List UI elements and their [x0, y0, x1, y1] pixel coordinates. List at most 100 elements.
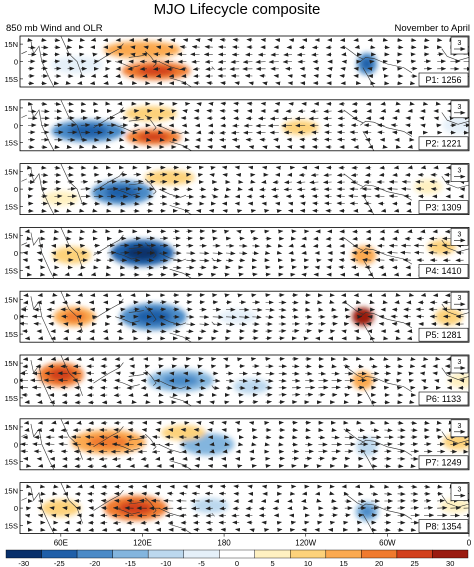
wind-vector [133, 179, 144, 184]
wind-vector [159, 137, 165, 142]
wind-vector [159, 172, 168, 177]
wind-vector [65, 80, 71, 85]
wind-vector [211, 357, 217, 362]
wind-vector [173, 300, 180, 305]
wind-vector [410, 505, 419, 510]
wind-vector [273, 137, 279, 142]
wind-vector [384, 464, 391, 469]
coastline-group [21, 418, 469, 470]
wind-vector [283, 52, 293, 57]
wind-vector [141, 491, 147, 496]
wind-vector [224, 442, 230, 447]
coastline [30, 168, 55, 215]
colorbar-swatch [325, 549, 362, 559]
wind-vector [312, 201, 319, 206]
wind-vector [442, 307, 451, 312]
wind-vector [62, 464, 68, 469]
wind-vector [212, 300, 219, 305]
wind-vector [300, 201, 306, 206]
wind-vector [143, 45, 149, 50]
wind-vector [383, 336, 389, 341]
wind-vector [199, 236, 206, 241]
wind-vector [207, 144, 213, 149]
wind-vector [313, 236, 319, 241]
wind-vector [362, 257, 372, 262]
wind-vector [173, 329, 181, 334]
colorbar-label: 5 [270, 559, 274, 567]
wind-vector [365, 229, 372, 234]
wind-vector [331, 392, 338, 397]
colorbar-swatch [290, 549, 327, 559]
wind-vector [212, 315, 224, 320]
wind-vector [41, 38, 47, 43]
olr-anomaly [233, 378, 270, 394]
wind-vector [204, 59, 213, 64]
panel-2: 15N 0 15S 3 P2: 1221 [4, 99, 470, 152]
wind-vector [76, 420, 82, 425]
wind-vector [324, 130, 332, 135]
wind-vector [212, 322, 223, 327]
vector-reference-value: 3 [458, 359, 462, 366]
wind-vector [234, 165, 240, 170]
lon-label: 60E [54, 539, 68, 548]
wind-vector [234, 420, 241, 425]
wind-vector [76, 356, 82, 361]
wind-vector [423, 505, 434, 510]
coastline [441, 48, 469, 61]
wind-vector [153, 66, 161, 71]
wind-vector [49, 400, 55, 405]
wind-vector [249, 528, 255, 533]
wind-vector [338, 265, 345, 270]
wind-vector [382, 144, 388, 149]
coastline [211, 193, 215, 198]
wind-vector [75, 506, 81, 511]
wind-vector [278, 392, 287, 397]
wind-vector [173, 322, 181, 327]
wind-vector [326, 73, 332, 78]
wind-vector [326, 243, 332, 248]
wind-vector [126, 457, 134, 462]
wind-vector [90, 37, 97, 42]
wind-vector [247, 187, 254, 192]
wind-vector [393, 165, 399, 170]
wind-vector [93, 116, 102, 121]
panel-1: 15N 0 15S 3 P1: 1256 [4, 35, 470, 88]
wind-vector [159, 265, 169, 270]
coastline [21, 433, 27, 437]
wind-vector [262, 145, 268, 150]
wind-vector [225, 336, 231, 341]
wind-vectors [20, 420, 469, 469]
phase-label-text: P6: 1133 [426, 394, 461, 404]
chart-subtitle-left: 850 mb Wind and OLR [6, 23, 103, 34]
lat-label: 15N [4, 168, 18, 177]
wind-vector [93, 165, 99, 170]
vector-reference-value: 3 [458, 487, 462, 494]
lon-label: 180 [217, 539, 231, 548]
wind-vector [65, 292, 71, 297]
wind-vector [323, 109, 332, 114]
wind-vector [318, 329, 324, 334]
wind-vector [433, 293, 439, 298]
wind-vector [61, 314, 68, 319]
olr-anomaly [282, 120, 319, 136]
wind-vectors [27, 101, 469, 150]
wind-vector [27, 130, 36, 135]
wind-vector [159, 179, 168, 184]
wind-vector [375, 257, 385, 262]
wind-vector [326, 52, 332, 57]
wind-vector [310, 109, 319, 114]
wind-vector [146, 307, 154, 312]
vector-reference: 3 [450, 419, 469, 438]
phase-label: P2: 1221 [418, 136, 469, 151]
wind-vector [324, 201, 332, 206]
olr-anomaly [124, 106, 178, 122]
wind-vector [33, 321, 42, 326]
coastline [211, 321, 215, 326]
coastline [60, 36, 83, 77]
wind-vector [406, 208, 412, 213]
wind-vector [264, 420, 270, 425]
wind-vector [207, 464, 213, 468]
wind-vector [154, 520, 161, 525]
colorbar-swatch [183, 549, 220, 559]
wind-vector [278, 463, 284, 468]
